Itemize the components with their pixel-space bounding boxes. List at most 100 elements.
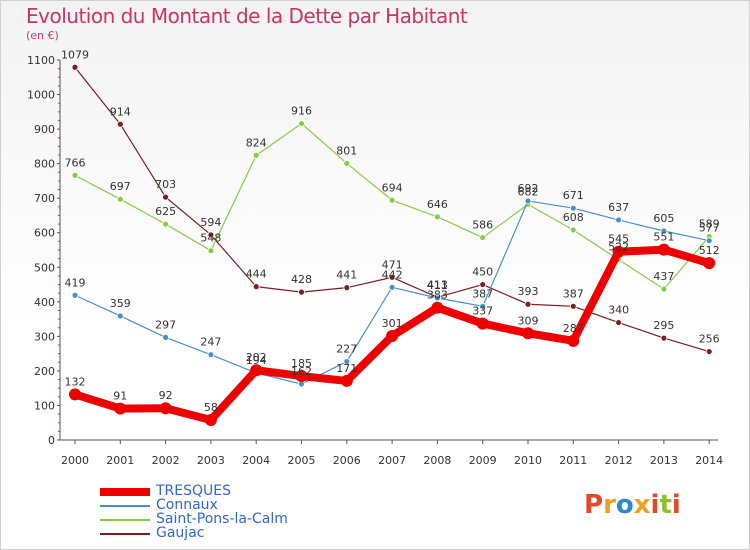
x-tick-label: 2009 [469, 454, 497, 467]
data-label-saint-pons-la-calm: 646 [427, 198, 448, 211]
x-tick-label: 2010 [514, 454, 542, 467]
legend-label-tresques: TRESQUES [156, 483, 232, 499]
data-label-saint-pons-la-calm: 824 [246, 136, 267, 149]
data-point-tresques [522, 327, 534, 340]
x-tick-label: 2012 [605, 454, 633, 467]
data-point-connaux [71, 291, 79, 299]
data-point-tresques [159, 402, 172, 415]
x-tick-label: 2014 [695, 454, 723, 467]
y-tick-label: 700 [34, 192, 55, 205]
data-label-saint-pons-la-calm: 522 [608, 241, 629, 254]
data-point-tresques [386, 330, 399, 343]
logo-letter: o [615, 490, 634, 520]
data-label-gaujac: 444 [246, 268, 267, 281]
x-tick-label: 2003 [197, 454, 225, 467]
data-label-connaux: 605 [653, 212, 674, 225]
data-label-tresques: 91 [113, 390, 127, 403]
data-label-saint-pons-la-calm: 586 [472, 219, 493, 232]
data-point-gaujac [162, 193, 170, 201]
data-point-gaujac [569, 302, 577, 310]
data-label-connaux: 387 [472, 287, 493, 300]
data-label-tresques: 287 [563, 322, 584, 335]
data-label-gaujac: 295 [653, 319, 674, 332]
data-point-gaujac [615, 319, 622, 326]
x-tick-label: 2006 [333, 454, 361, 467]
data-point-connaux [433, 294, 441, 302]
data-point-connaux [479, 302, 487, 310]
data-point-connaux [388, 283, 396, 291]
data-label-gaujac: 340 [608, 304, 629, 317]
legend: TRESQUES Connaux Saint-Pons-la-Calm Gauj… [100, 483, 340, 541]
data-label-saint-pons-la-calm: 625 [155, 205, 176, 218]
x-tick-label: 2008 [423, 454, 451, 467]
data-point-connaux [207, 351, 215, 359]
data-label-gaujac: 1079 [61, 48, 89, 61]
x-tick-label: 2004 [242, 454, 270, 467]
data-point-saint-pons-la-calm [71, 171, 79, 179]
data-label-tresques: 58 [204, 401, 218, 414]
data-label-gaujac: 471 [382, 258, 403, 271]
chart-subtitle: (en €) [26, 29, 59, 42]
logo-letter: P [584, 490, 604, 520]
data-point-connaux [524, 197, 532, 205]
legend-item-tresques: TRESQUES [100, 483, 340, 499]
chart-axes: 0 100 200 300 400 500 600 700 800 900 1000 1100 2000… [27, 54, 723, 467]
data-label-tresques: 545 [608, 233, 629, 246]
data-point-saint-pons-la-calm [660, 285, 668, 293]
data-point-saint-pons-la-calm [116, 195, 124, 203]
data-label-saint-pons-la-calm: 589 [699, 218, 720, 231]
data-point-gaujac [705, 348, 713, 355]
data-point-saint-pons-la-calm [433, 213, 441, 221]
y-tick-label: 200 [34, 365, 55, 378]
x-tick-label: 2007 [378, 454, 406, 467]
data-label-saint-pons-la-calm: 608 [563, 211, 584, 224]
proxiti-logo: Proxiti [584, 490, 681, 520]
data-label-connaux: 442 [382, 268, 403, 281]
x-tick-label: 2000 [61, 454, 89, 467]
data-point-tresques [295, 370, 308, 383]
data-label-tresques: 551 [653, 231, 674, 244]
data-label-tresques: 92 [159, 389, 173, 402]
data-label-saint-pons-la-calm: 548 [200, 232, 221, 245]
y-tick-label: 600 [34, 227, 55, 240]
data-label-gaujac: 428 [291, 273, 312, 286]
data-point-saint-pons-la-calm [252, 151, 260, 159]
series-line-connaux [74, 200, 710, 385]
data-label-gaujac: 413 [427, 278, 448, 291]
chart-title: Evolution du Montant de la Dette par Hab… [26, 4, 468, 28]
data-point-gaujac [524, 300, 532, 308]
data-label-connaux: 162 [291, 365, 312, 378]
legend-item-connaux: Connaux [100, 497, 340, 513]
data-label-tresques: 171 [336, 362, 357, 375]
data-label-saint-pons-la-calm: 801 [336, 144, 357, 157]
data-label-gaujac: 387 [563, 287, 584, 300]
data-point-connaux [162, 333, 170, 341]
data-point-tresques [431, 301, 444, 314]
data-label-tresques: 301 [382, 317, 403, 330]
data-point-tresques [612, 245, 625, 258]
data-point-gaujac [116, 120, 124, 128]
y-tick-label: 900 [34, 123, 55, 136]
data-label-connaux: 671 [563, 189, 584, 202]
data-label-connaux: 637 [608, 201, 629, 214]
data-point-saint-pons-la-calm [162, 220, 170, 228]
data-label-connaux: 411 [427, 279, 448, 292]
data-label-tresques: 132 [65, 375, 86, 388]
x-tick-label: 2002 [152, 454, 180, 467]
data-label-gaujac: 594 [200, 216, 221, 229]
x-tick-label: 2005 [288, 454, 316, 467]
data-point-saint-pons-la-calm [343, 159, 351, 167]
legend-item-gaujac: Gaujac [100, 525, 340, 541]
data-label-tresques: 309 [518, 314, 539, 327]
data-label-connaux: 194 [246, 354, 267, 367]
logo-letter: t [659, 490, 672, 520]
data-point-gaujac [479, 281, 487, 288]
data-label-tresques: 512 [699, 244, 720, 257]
data-label-gaujac: 914 [110, 105, 131, 118]
data-label-tresques: 383 [427, 289, 448, 302]
data-point-saint-pons-la-calm [569, 226, 577, 234]
y-tick-label: 300 [34, 330, 55, 343]
legend-item-saint-pons: Saint-Pons-la-Calm [100, 511, 340, 527]
y-tick-label: 100 [34, 399, 55, 412]
